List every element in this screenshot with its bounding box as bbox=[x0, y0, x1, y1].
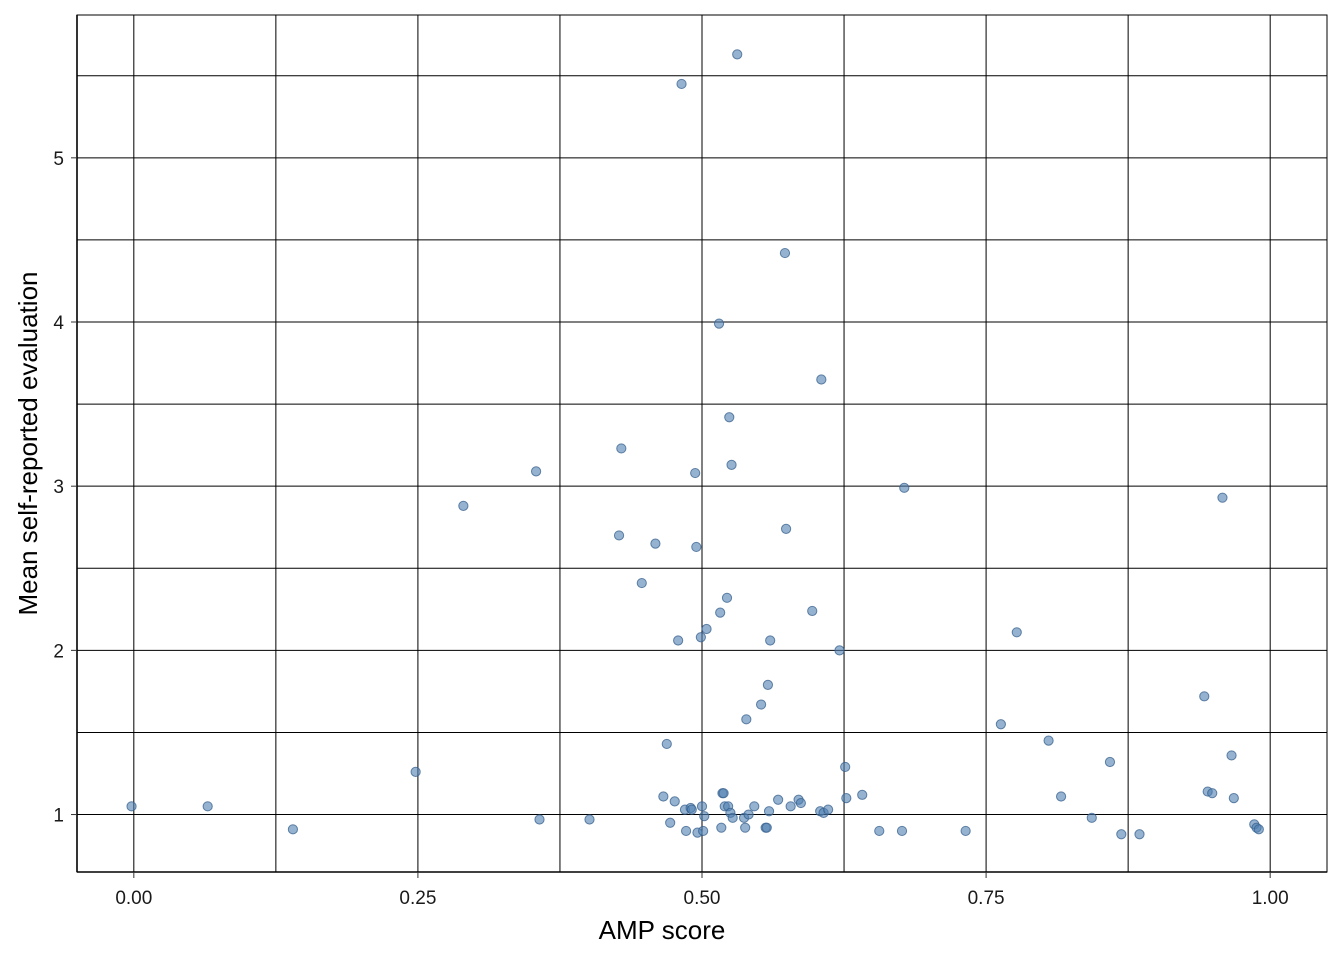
scatter-point bbox=[715, 607, 726, 618]
scatter-point bbox=[534, 814, 545, 825]
scatter-point bbox=[741, 714, 752, 725]
scatter-point bbox=[1086, 812, 1097, 823]
scatter-point bbox=[673, 635, 684, 646]
scatter-point bbox=[530, 466, 542, 477]
y-tick-label: 4 bbox=[53, 313, 64, 334]
scatter-point bbox=[896, 825, 908, 837]
y-tick-label: 5 bbox=[53, 149, 64, 170]
scatter-point bbox=[834, 645, 845, 656]
scatter-point bbox=[1207, 788, 1218, 799]
scatter-point bbox=[841, 793, 852, 804]
y-tick-label: 1 bbox=[53, 806, 64, 827]
scatter-point bbox=[1116, 829, 1127, 840]
scatter-point bbox=[762, 679, 774, 690]
scatter-point bbox=[676, 78, 687, 90]
scatter-point bbox=[716, 822, 727, 833]
scatter-point bbox=[779, 247, 791, 259]
x-axis-title: AMP score bbox=[599, 915, 726, 945]
scatter-point bbox=[1104, 756, 1116, 768]
scatter-point bbox=[584, 814, 595, 825]
scatter-point bbox=[823, 804, 834, 815]
scatter-point bbox=[807, 605, 818, 617]
scatter-point bbox=[696, 801, 708, 812]
scatter-point bbox=[650, 538, 661, 549]
scatter-point bbox=[874, 825, 885, 837]
y-tick-label: 3 bbox=[53, 477, 64, 498]
scatter-point bbox=[636, 577, 647, 589]
scatter-point bbox=[616, 443, 627, 454]
scatter-point bbox=[126, 801, 137, 812]
scatter-point bbox=[458, 500, 469, 511]
scatter-point bbox=[721, 592, 733, 603]
scatter-point bbox=[658, 791, 669, 802]
grid-lines bbox=[76, 14, 1328, 873]
scatter-point bbox=[899, 482, 910, 493]
scatter-point bbox=[816, 374, 827, 385]
scatter-point bbox=[695, 632, 706, 643]
scatter-point bbox=[960, 825, 971, 837]
y-axis-ticks: 1 2 3 4 5 bbox=[53, 149, 77, 827]
scatter-point bbox=[732, 49, 743, 60]
x-tick-label: 0.00 bbox=[115, 888, 152, 909]
y-axis-title: Mean self-reported evaluation bbox=[13, 272, 43, 616]
scatter-point bbox=[699, 811, 710, 822]
scatter-points bbox=[126, 49, 1264, 840]
scatter-point bbox=[691, 541, 702, 553]
scatter-point bbox=[669, 796, 680, 807]
scatter-point bbox=[287, 824, 299, 835]
scatter-point bbox=[765, 635, 776, 646]
scatter-point bbox=[1217, 492, 1228, 503]
scatter-point bbox=[857, 789, 868, 800]
y-tick-label: 2 bbox=[53, 641, 64, 662]
scatter-point bbox=[763, 806, 775, 817]
scatter-point bbox=[726, 459, 737, 470]
scatter-point bbox=[680, 825, 692, 837]
scatter-point bbox=[780, 523, 792, 534]
scatter-point bbox=[755, 699, 767, 710]
scatter-point bbox=[690, 467, 701, 479]
scatter-point bbox=[665, 817, 676, 828]
scatter-point bbox=[1199, 691, 1210, 702]
scatter-point bbox=[1134, 829, 1145, 840]
scatter-point bbox=[701, 623, 712, 635]
x-tick-label: 0.75 bbox=[968, 888, 1005, 909]
scatter-point bbox=[698, 825, 709, 837]
scatter-point bbox=[749, 801, 760, 812]
scatter-point bbox=[713, 318, 725, 329]
scatter-point bbox=[661, 738, 672, 750]
scatter-point bbox=[410, 766, 421, 777]
scatter-point bbox=[795, 797, 806, 809]
scatter-point bbox=[1226, 750, 1237, 761]
x-tick-label: 0.50 bbox=[684, 888, 721, 909]
scatter-point bbox=[1253, 824, 1264, 835]
scatter-point bbox=[727, 812, 738, 823]
scatter-point bbox=[1043, 735, 1054, 746]
scatter-point bbox=[761, 822, 772, 833]
x-axis-ticks: 0.00 0.25 0.50 0.75 1.00 bbox=[115, 872, 1289, 909]
scatter-point bbox=[724, 412, 735, 423]
scatter-point bbox=[686, 804, 697, 815]
scatter-point bbox=[202, 801, 213, 812]
scatter-point bbox=[1055, 791, 1067, 802]
scatter-point bbox=[995, 719, 1006, 730]
scatter-point bbox=[785, 801, 796, 812]
scatter-point bbox=[740, 822, 751, 833]
scatter-point bbox=[1228, 793, 1239, 804]
scatter-point bbox=[718, 788, 729, 799]
scatter-point bbox=[743, 809, 754, 820]
x-tick-label: 1.00 bbox=[1252, 888, 1289, 909]
scatter-point bbox=[613, 530, 625, 541]
x-tick-label: 0.25 bbox=[399, 888, 436, 909]
scatter-point bbox=[773, 794, 784, 805]
scatter-point bbox=[1011, 627, 1022, 638]
scatter-point bbox=[840, 761, 851, 773]
